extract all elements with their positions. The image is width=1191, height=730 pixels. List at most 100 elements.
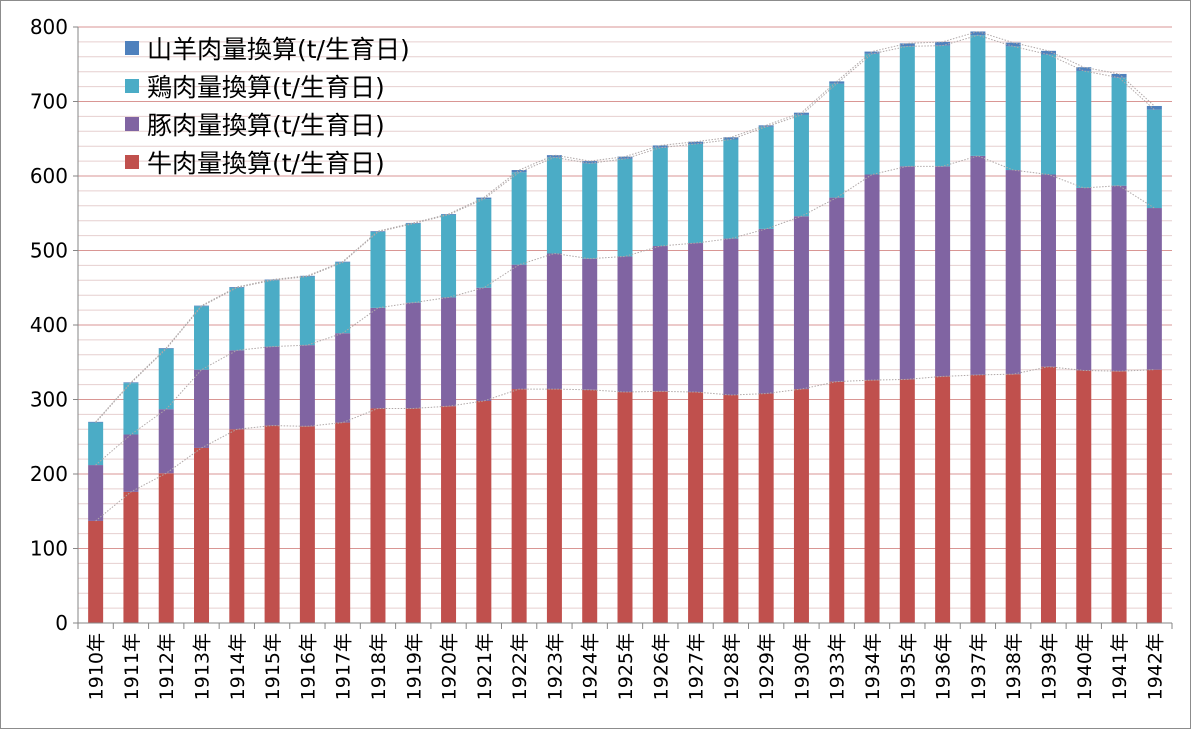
bar-segment bbox=[723, 238, 739, 396]
bar-segment bbox=[970, 31, 986, 36]
bar-segment bbox=[652, 147, 668, 247]
bar-segment bbox=[793, 216, 809, 390]
bar-segment bbox=[1076, 370, 1092, 623]
bar-segment bbox=[1111, 73, 1127, 78]
bar-segment bbox=[688, 141, 704, 144]
bar-segment bbox=[688, 243, 704, 393]
bar-segment bbox=[546, 157, 562, 254]
bar-segment bbox=[935, 166, 951, 377]
bar-segment bbox=[299, 426, 315, 623]
y-tick-label: 300 bbox=[30, 388, 68, 412]
bar-segment bbox=[1146, 109, 1162, 209]
bar-segment bbox=[793, 112, 809, 115]
bar-segment bbox=[864, 53, 880, 175]
bar-segment bbox=[405, 222, 421, 224]
x-tick-label: 1941年 bbox=[1109, 633, 1131, 700]
bar-segment bbox=[194, 306, 210, 370]
bar-segment bbox=[1005, 42, 1021, 47]
y-tick-label: 700 bbox=[30, 90, 68, 114]
x-tick-label: 1912年 bbox=[156, 633, 178, 700]
bar-segment bbox=[264, 346, 280, 426]
bar-segment bbox=[264, 280, 280, 347]
x-tick-labels: 1910年 1911年 1912年 1913年 1914年 1915年 1916年 1917年… bbox=[86, 633, 1167, 700]
bar-segment bbox=[688, 392, 704, 623]
bar-segment bbox=[970, 155, 986, 375]
bar-segment bbox=[582, 163, 598, 259]
legend-label: 豚肉量換算(t/生育日) bbox=[147, 111, 385, 140]
bar-segment bbox=[652, 391, 668, 623]
x-tick-label: 1918年 bbox=[368, 633, 390, 700]
bar-segment bbox=[511, 264, 527, 390]
bar-segment bbox=[123, 383, 139, 435]
bar-segment bbox=[158, 409, 174, 474]
bar-segment bbox=[546, 253, 562, 390]
x-tick-label: 1922年 bbox=[509, 633, 531, 700]
bar-segment bbox=[476, 199, 492, 288]
bar-segment bbox=[970, 374, 986, 623]
bar-segment bbox=[793, 114, 809, 217]
x-tick-label: 1929年 bbox=[756, 633, 778, 700]
bar-segment bbox=[88, 520, 104, 623]
bar-segment bbox=[370, 231, 386, 308]
x-tick-label: 1935年 bbox=[897, 633, 919, 700]
bar-segment bbox=[793, 389, 809, 623]
bar-segment bbox=[582, 389, 598, 623]
legend-label: 山羊肉量換算(t/生育日) bbox=[147, 35, 410, 64]
bar-segment bbox=[864, 51, 880, 54]
bar-segment bbox=[1111, 371, 1127, 623]
bar-segment bbox=[864, 380, 880, 623]
legend-swatch bbox=[125, 117, 139, 131]
x-tick-label: 1911年 bbox=[121, 633, 143, 700]
bar-segment bbox=[582, 161, 598, 164]
bar-segment bbox=[476, 287, 492, 401]
bar-segment bbox=[335, 422, 351, 623]
x-tick-label: 1916年 bbox=[297, 633, 319, 700]
bar-segment bbox=[370, 408, 386, 623]
legend-label: 鶏肉量換算(t/生育日) bbox=[147, 73, 385, 102]
bar-segment bbox=[1076, 67, 1092, 71]
x-tick-label: 1923年 bbox=[544, 633, 566, 700]
bar-segment bbox=[1146, 369, 1162, 623]
bar-segment bbox=[299, 275, 315, 277]
bar-segment bbox=[335, 262, 351, 334]
bar-segment bbox=[864, 174, 880, 381]
bars bbox=[88, 31, 1162, 623]
bar-segment bbox=[829, 381, 845, 623]
x-tick-label: 1915年 bbox=[262, 633, 284, 700]
bar-segment bbox=[370, 307, 386, 409]
bar-segment bbox=[546, 155, 562, 158]
bar-segment bbox=[1076, 187, 1092, 371]
axes bbox=[73, 26, 1173, 629]
legend-swatch bbox=[125, 155, 139, 169]
bar-segment bbox=[688, 143, 704, 244]
bar-segment bbox=[1146, 208, 1162, 370]
bar-segment bbox=[617, 392, 633, 623]
bar-segment bbox=[1040, 54, 1056, 175]
bar-segment bbox=[229, 429, 245, 623]
bar-segment bbox=[829, 81, 845, 84]
bar-segment bbox=[758, 126, 774, 229]
bar-segment bbox=[264, 279, 280, 281]
bar-segment bbox=[723, 137, 739, 140]
x-tick-label: 1937年 bbox=[968, 633, 990, 700]
x-tick-label: 1942年 bbox=[1144, 633, 1166, 700]
x-tick-label: 1920年 bbox=[439, 633, 461, 700]
bar-segment bbox=[123, 434, 139, 492]
bar-segment bbox=[1005, 46, 1021, 171]
bar-segment bbox=[652, 145, 668, 148]
x-tick-label: 1938年 bbox=[1003, 633, 1025, 700]
x-tick-label: 1925年 bbox=[615, 633, 637, 700]
x-tick-label: 1936年 bbox=[933, 633, 955, 700]
legend-swatch bbox=[125, 79, 139, 93]
bar-segment bbox=[829, 83, 845, 198]
bar-segment bbox=[652, 246, 668, 392]
bar-segment bbox=[582, 258, 598, 390]
series-lines bbox=[95, 30, 1155, 522]
y-tick-label: 500 bbox=[30, 239, 68, 263]
y-tick-labels: 0 100 200 300 400 500 600 700 800 bbox=[30, 15, 68, 635]
x-tick-label: 1924年 bbox=[580, 633, 602, 700]
bar-segment bbox=[511, 170, 527, 173]
series-connector-line bbox=[95, 34, 1155, 423]
bar-segment bbox=[1040, 366, 1056, 623]
